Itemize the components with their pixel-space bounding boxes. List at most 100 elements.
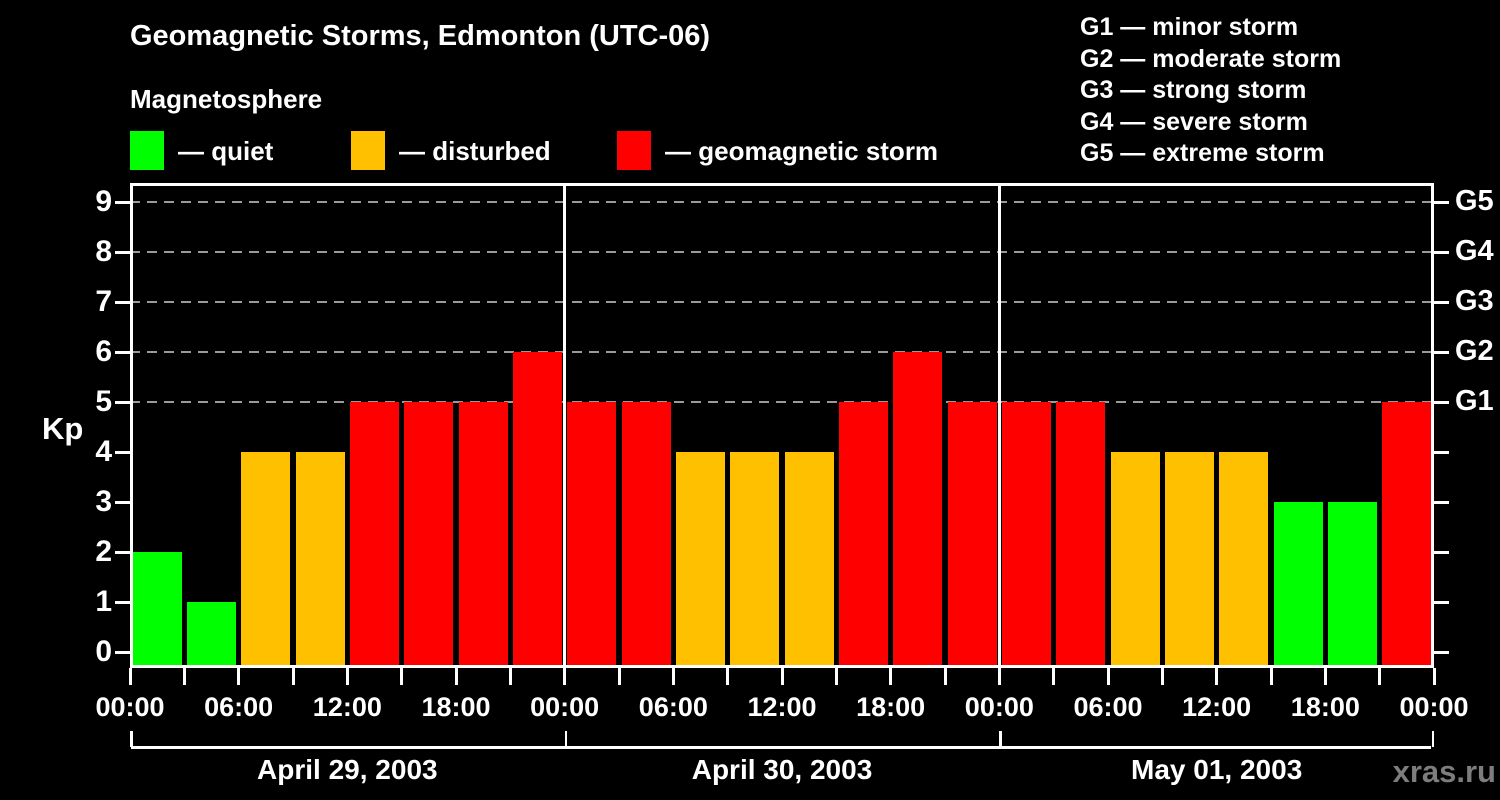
g-level-gridline [130,201,1434,203]
kp-bar [1382,402,1432,668]
y-axis-tick-right [1434,450,1449,454]
x-axis-tick [1215,668,1219,685]
x-axis-tick [780,668,784,685]
kp-bar [1164,452,1215,668]
kp-bar [947,402,997,668]
g5-legend-line: G5 — extreme storm [1080,139,1325,167]
y-axis-tick-right [1434,350,1449,354]
disturbed-swatch-icon [351,131,385,170]
y-axis-tick-left [115,350,130,354]
g1-legend-line: G1 — minor storm [1080,13,1299,41]
x-axis-tick [726,668,730,685]
kp-bar [1273,502,1323,668]
g3-legend-line: G3 — strong storm [1080,76,1307,104]
x-axis-tick [345,668,349,685]
x-axis-tick-label: 12:00 [312,692,382,722]
storm-swatch-icon [617,131,651,170]
quiet-legend-label: — quiet [178,136,274,166]
x-axis-tick [508,668,512,685]
x-axis-tick [1323,668,1327,685]
kp-bar [838,402,889,668]
x-axis-tick [1269,668,1273,685]
plot-area: 0 1 2 3 4 5 6 7 8 9 G1 G2 G3 G4 G5 00:00 06:00 12:00 18:00… [95,183,1494,722]
day-bracket-line [131,746,1431,749]
g-level-gridline [130,351,1434,353]
y-axis-tick-label: 2 [95,535,112,568]
kp-bar [458,402,508,668]
y-axis-tick-label: 8 [95,235,112,268]
g-scale-label: G1 [1455,385,1494,417]
kp-bar [1219,452,1269,668]
kp-bar [675,452,726,668]
x-axis-tick [1160,668,1164,685]
kp-bar [567,402,617,668]
date-label: April 30, 2003 [691,754,873,785]
y-axis-tick-right [1434,650,1449,654]
disturbed-legend-label: — disturbed [399,136,551,166]
kp-axis-label: Kp [42,411,84,446]
kp-bar [404,402,454,668]
x-axis-tick [182,668,186,685]
storm-legend-label: — geomagnetic storm [665,136,939,166]
date-label: May 01, 2003 [1131,754,1303,785]
y-axis-tick-left [115,650,130,654]
x-axis-tick [291,668,295,685]
kp-bar [1056,402,1106,668]
x-axis-tick [834,668,838,685]
x-axis-tick [889,668,893,685]
x-axis-tick-label: 00:00 [530,692,600,722]
y-axis-tick-label: 1 [95,585,112,618]
y-axis-tick-right [1434,250,1449,254]
y-axis-tick-right [1434,400,1449,404]
g2-legend-line: G2 — moderate storm [1080,44,1342,73]
x-axis-tick [1378,668,1382,685]
kp-bar [1001,402,1052,668]
day-bracket-tick [564,731,568,747]
kp-bar [1327,502,1378,668]
g-level-gridline [130,301,1434,303]
g4-legend-line: G4 — severe storm [1080,107,1308,136]
x-axis-tick-label: 06:00 [638,692,708,722]
y-axis-tick-left [115,250,130,254]
y-axis-tick-label: 4 [95,435,112,468]
y-axis-tick-left [115,500,130,504]
day-separator-line [998,183,1001,668]
y-axis-tick-right [1434,300,1449,304]
y-axis-tick-label: 3 [95,485,112,518]
kp-bar [132,552,182,668]
x-axis-tick-label: 00:00 [95,692,165,722]
x-axis-tick [237,668,241,685]
x-axis-tick [1052,668,1056,685]
x-axis-tick [563,668,567,685]
x-axis-tick-label: 12:00 [747,692,817,722]
y-axis-tick-left [115,200,130,204]
y-axis-tick-label: 6 [95,335,112,368]
y-axis-tick-right [1434,550,1449,554]
x-axis-tick [943,668,947,685]
x-axis-tick-label: 18:00 [856,692,926,722]
kp-bar [186,602,237,668]
g-scale-label: G3 [1455,285,1494,317]
kp-bar [349,402,400,668]
x-axis-tick-label: 06:00 [204,692,274,722]
y-axis-tick-label: 9 [95,185,112,218]
y-axis-tick-label: 5 [95,385,112,418]
y-axis-tick-right [1434,200,1449,204]
x-axis-tick [671,668,675,685]
kp-bar [621,402,671,668]
day-separator-line [563,183,566,668]
g-level-gridline [130,401,1434,403]
g-scale-label: G5 [1455,185,1494,217]
kp-bar [512,352,563,668]
y-axis-tick-left [115,550,130,554]
g-scale-label: G2 [1455,335,1494,367]
x-axis-tick-label: 18:00 [1290,692,1360,722]
y-axis-tick-right [1434,500,1449,504]
g-scale-label: G4 [1455,235,1494,267]
x-axis-tick [997,668,1001,685]
page-title: Geomagnetic Storms, Edmonton (UTC-06) [130,20,711,52]
storm-scale-legend: G1 — minor storm G2 — moderate storm G3 … [1080,12,1341,170]
x-axis-tick-label: 00:00 [1399,692,1469,722]
x-axis-tick-label: 18:00 [421,692,491,722]
